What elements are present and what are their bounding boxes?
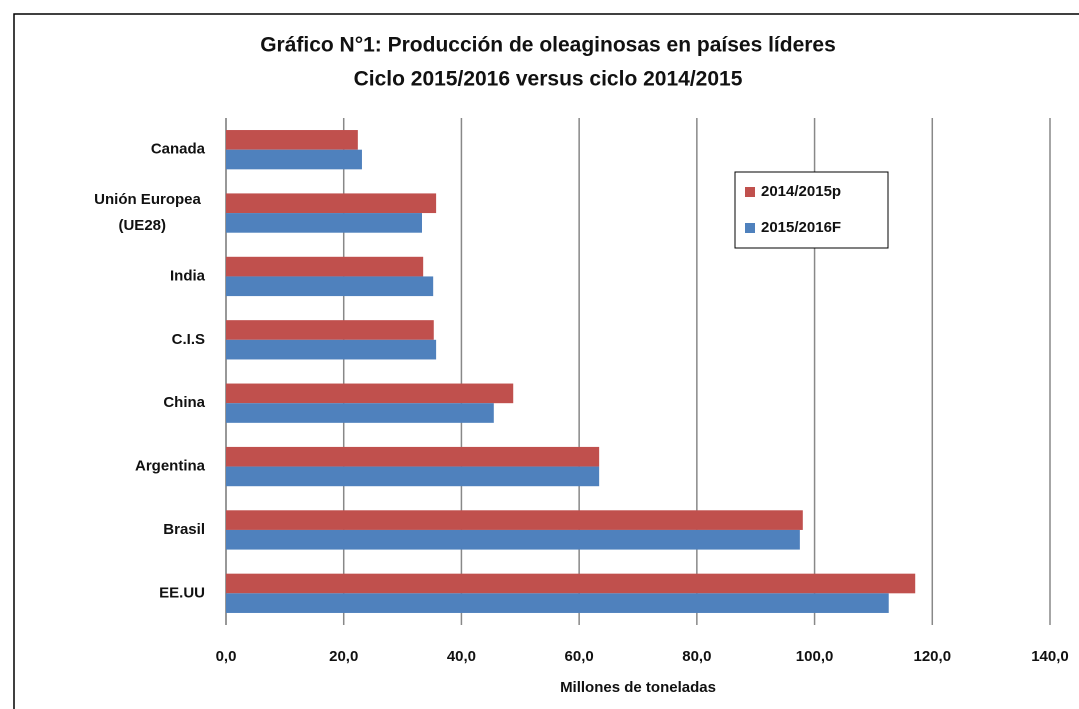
y-tick-label-line: (UE28) [118, 217, 166, 234]
bar [226, 593, 889, 613]
legend-swatch [745, 223, 755, 233]
bar [226, 130, 358, 150]
bar [226, 276, 434, 297]
bar [226, 320, 434, 340]
y-tick-label: India [170, 267, 206, 284]
bar [226, 510, 803, 530]
bar [226, 403, 494, 423]
legend-label: 2015/2016F [761, 219, 841, 236]
bar [226, 383, 514, 404]
y-tick-label-line: Unión Europea [94, 191, 205, 208]
bar [226, 573, 916, 594]
bar [226, 149, 362, 170]
x-tick-label: 0,0 [216, 648, 237, 665]
chart-title: Gráfico N°1: Producción de oleaginosas e… [260, 34, 836, 57]
x-axis-label: Millones de toneladas [560, 679, 716, 696]
y-tick-label: Unión Europea (UE28) [94, 191, 205, 234]
y-tick-label: Brasil [163, 521, 205, 538]
x-tick-label: 20,0 [329, 648, 358, 665]
y-tick-label: China [163, 394, 205, 411]
bar [226, 339, 437, 360]
legend-swatch [745, 187, 755, 197]
bar [226, 193, 437, 214]
y-tick-label: Canada [151, 141, 206, 158]
bar [226, 446, 600, 467]
bar [226, 213, 422, 233]
legend-label: 2014/2015p [761, 183, 841, 200]
chart-subtitle: Ciclo 2015/2016 versus ciclo 2014/2015 [354, 68, 743, 91]
x-tick-label: 120,0 [914, 648, 952, 665]
x-tick-label: 80,0 [682, 648, 711, 665]
bar [226, 466, 600, 487]
y-tick-label: Argentina [135, 458, 206, 475]
bar [226, 529, 800, 550]
x-tick-label: 100,0 [796, 648, 834, 665]
x-tick-label: 140,0 [1031, 648, 1069, 665]
y-tick-label: EE.UU [159, 584, 205, 601]
bar [226, 256, 424, 277]
legend-box [734, 171, 889, 249]
y-tick-label: C.I.S [172, 331, 205, 348]
x-tick-label: 40,0 [447, 648, 476, 665]
x-tick-label: 60,0 [565, 648, 594, 665]
